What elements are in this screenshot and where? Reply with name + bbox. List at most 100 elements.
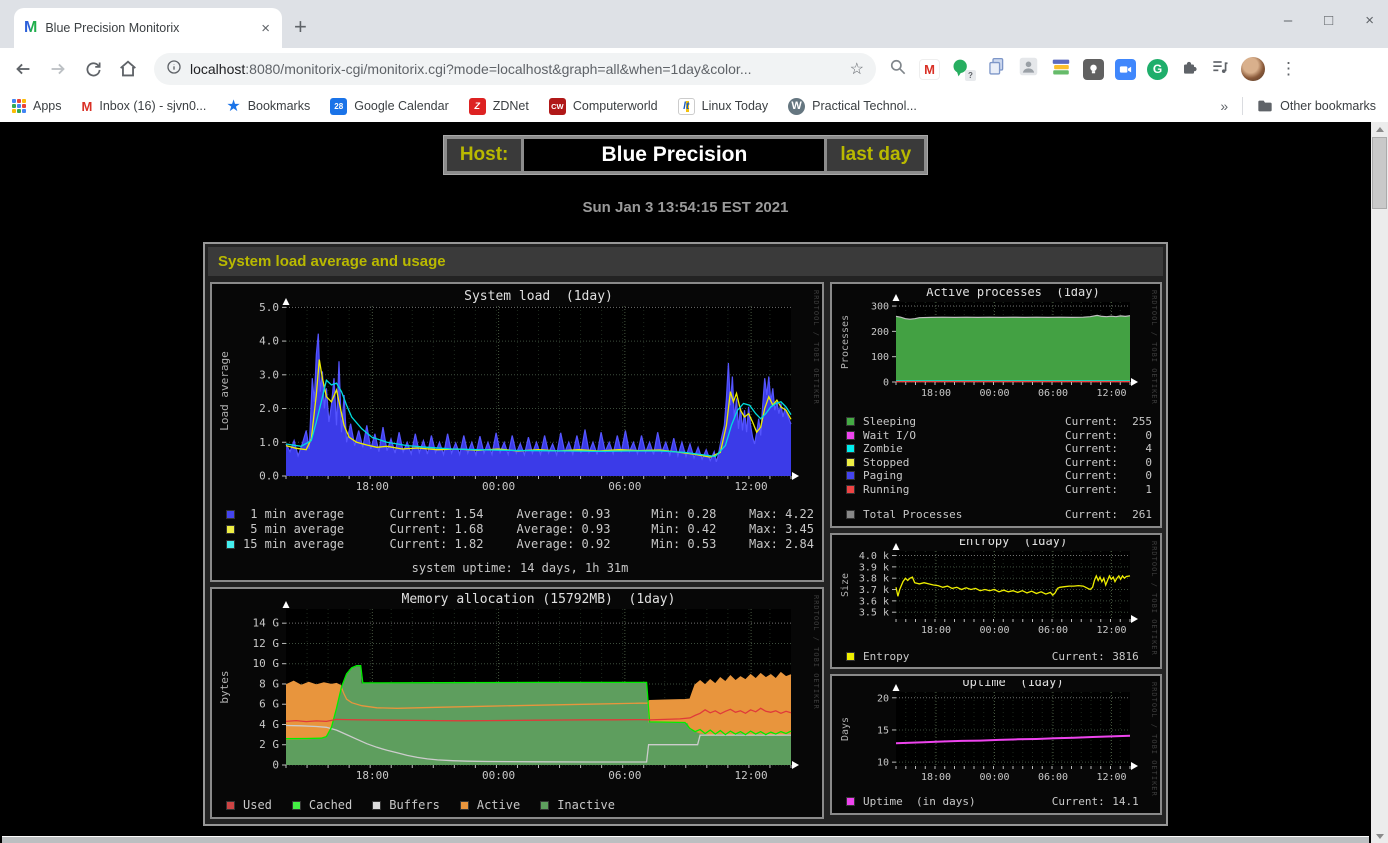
legend-row: Entropy Current: 3816	[846, 650, 1152, 664]
tab-title: Blue Precision Monitorix	[45, 21, 180, 35]
legend-text: 5 min average	[243, 522, 345, 536]
legend-text: Average: 0.93	[516, 522, 611, 536]
bookmark-bookmarks[interactable]: ★ Bookmarks	[226, 96, 310, 116]
legend-text: Running	[863, 482, 910, 496]
section-title: System load average and usage	[208, 247, 1163, 276]
legend-text: Max: 3.45	[748, 522, 814, 536]
new-tab-button[interactable]: +	[294, 14, 307, 39]
legend-color-swatch	[846, 797, 855, 807]
reload-icon[interactable]	[80, 56, 106, 82]
chat-help-extension-icon[interactable]: ?	[951, 58, 976, 81]
forward-icon[interactable]	[45, 56, 71, 82]
host-name[interactable]: Blue Precision	[524, 139, 825, 171]
bookmark-label: Apps	[33, 99, 62, 113]
bookmark-computerworld[interactable]: CW Computerworld	[548, 97, 658, 115]
browser-tab[interactable]: M Blue Precision Monitorix ×	[14, 8, 282, 48]
bookmark-google-calendar[interactable]: 28 Google Calendar	[330, 97, 449, 115]
svg-text:00:00: 00:00	[482, 769, 515, 782]
scroll-down-icon[interactable]	[1371, 829, 1388, 843]
legend-text: Stopped	[863, 455, 910, 469]
search-icon[interactable]	[888, 57, 908, 82]
bookmark-zdnet[interactable]: Z ZDNet	[468, 97, 529, 115]
rrdtool-watermark: RRDTOOL / TOBI OETIKER	[1150, 540, 1158, 656]
tab-close-icon[interactable]: ×	[261, 19, 270, 37]
entropy-graph[interactable]: 3.5 k3.6 k3.7 k3.8 k3.9 k4.0 k 18:00 00:00…	[836, 539, 1158, 647]
legend-text: 14.1	[1112, 795, 1139, 808]
site-info-icon[interactable]	[166, 59, 182, 80]
system-load-panel: RRDTOOL / TOBI OETIKER 0.0 1.0 2.0 3.0 4.0 5.…	[210, 282, 824, 582]
vertical-scrollbar[interactable]	[1371, 122, 1388, 843]
legend-text: 0	[1145, 428, 1152, 442]
svg-text:6 G: 6 G	[259, 698, 279, 711]
svg-text:0: 0	[883, 378, 889, 389]
bookmark-practical-technology[interactable]: W Practical Technol...	[788, 97, 917, 115]
legend-text: Buffers	[389, 798, 440, 812]
bookmark-star-icon[interactable]: ☆	[849, 61, 864, 78]
legend-color-swatch	[846, 510, 855, 520]
svg-text:12:00: 12:00	[1096, 625, 1126, 636]
scrollbar-thumb[interactable]	[1372, 137, 1387, 209]
grammarly-extension-icon[interactable]: G	[1147, 58, 1168, 80]
zoom-extension-icon[interactable]	[1115, 58, 1136, 80]
svg-text:2 G: 2 G	[259, 738, 279, 751]
svg-text:18:00: 18:00	[921, 388, 951, 399]
extensions-puzzle-icon[interactable]	[1179, 57, 1199, 82]
playlist-extension-icon[interactable]	[1210, 57, 1230, 82]
bookmarks-overflow-icon[interactable]: »	[1220, 98, 1229, 114]
svg-text:Load average: Load average	[218, 351, 231, 430]
keep-extension-icon[interactable]	[1083, 58, 1104, 80]
profile-avatar[interactable]	[1241, 57, 1265, 81]
svg-text:200: 200	[871, 327, 889, 338]
calendar-icon: 28	[330, 97, 348, 115]
legend-color-swatch	[540, 801, 550, 810]
bookmark-label: Bookmarks	[247, 99, 311, 113]
bookmark-apps[interactable]: Apps	[12, 99, 62, 113]
period-selector[interactable]: last day	[827, 139, 925, 171]
back-icon[interactable]	[10, 56, 36, 82]
legend-text: 0	[1145, 455, 1152, 469]
legend-item: Active	[459, 798, 520, 813]
legend-color-swatch	[226, 525, 235, 534]
system-load-legend: 1 min average Current: 1.54 Average: 0.93 M…	[216, 504, 820, 578]
svg-text:12:00: 12:00	[1096, 772, 1126, 783]
legend-text: (in days)	[915, 795, 976, 808]
person-extension-icon[interactable]	[1018, 56, 1039, 82]
legend-row: Zombie Current: 4	[846, 442, 1152, 456]
legend-row: Used Cached Buffers Active Inactive	[226, 798, 814, 813]
system-load-graph[interactable]: 0.0 1.0 2.0 3.0 4.0 5.0 18:00 00:00 06:00 12:00 Sy…	[216, 288, 816, 504]
legend-text: Current: 1.68	[389, 522, 484, 536]
memory-allocation-graph[interactable]: 0 2 G 4 G 6 G 8 G 10 G 12 G 14 G 18:00 00:00 06:00…	[216, 593, 816, 795]
legend-text: Inactive	[557, 798, 615, 812]
uptime-legend: Uptime (in days) Current: 14.1	[836, 792, 1158, 811]
svg-text:00:00: 00:00	[482, 480, 515, 493]
gmail-extension-icon[interactable]: M	[919, 58, 940, 80]
legend-color-swatch	[846, 651, 855, 661]
books-extension-icon[interactable]	[1050, 56, 1072, 83]
scroll-up-icon[interactable]	[1371, 122, 1388, 136]
gmail-icon: M	[81, 98, 93, 114]
other-bookmarks[interactable]: Other bookmarks	[1257, 99, 1376, 113]
svg-text:06:00: 06:00	[1038, 625, 1068, 636]
host-label: Host:	[446, 139, 522, 171]
bookmark-inbox[interactable]: M Inbox (16) - sjvn0...	[82, 99, 207, 114]
home-icon[interactable]	[115, 56, 141, 82]
legend-text	[1139, 795, 1152, 809]
legend-row: 5 min average Current: 1.68 Average: 0.93 M…	[226, 522, 814, 537]
active-processes-graph[interactable]: 0 100 200 300 18:00 00:00 06:00 12:00 Active pro…	[836, 288, 1158, 412]
svg-text:2.0: 2.0	[259, 402, 279, 415]
window-minimize-button[interactable]: –	[1283, 12, 1293, 29]
svg-text:12 G: 12 G	[253, 637, 280, 650]
copy-pages-extension-icon[interactable]	[986, 56, 1007, 82]
address-bar[interactable]: localhost:8080/monitorix-cgi/monitorix.c…	[154, 53, 876, 85]
browser-menu-icon[interactable]: ⋮	[1280, 59, 1297, 78]
legend-text: Paging	[863, 469, 903, 482]
legend-text: 261	[1132, 508, 1152, 521]
legend-text: 3816	[1112, 649, 1139, 663]
window-close-button[interactable]: ×	[1365, 12, 1374, 29]
svg-text:18:00: 18:00	[356, 480, 389, 493]
uptime-graph[interactable]: 10 15 20 18:00 00:00 06:00 12:00 Uptime (1day) D…	[836, 680, 1158, 792]
folder-icon	[1258, 100, 1272, 112]
window-maximize-button[interactable]: □	[1324, 12, 1334, 29]
